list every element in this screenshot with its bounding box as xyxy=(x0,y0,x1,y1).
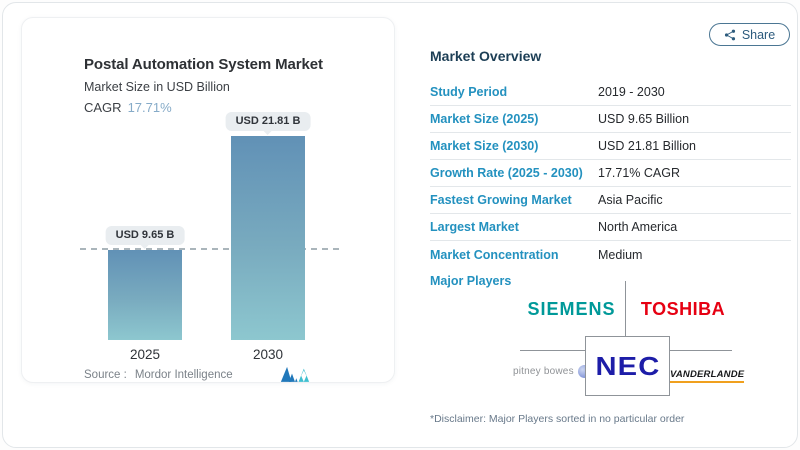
bar-value-pill: USD 21.81 B xyxy=(225,112,311,131)
x-tick-label: 2025 xyxy=(129,347,161,362)
table-row: Market Concentration Medium xyxy=(430,241,791,268)
chart-card: Postal Automation System Market Market S… xyxy=(21,17,395,383)
overview-table: Study Period 2019 - 2030 Market Size (20… xyxy=(430,79,791,268)
table-row: Market Size (2030) USD 21.81 Billion xyxy=(430,133,791,160)
table-row: Fastest Growing Market Asia Pacific xyxy=(430,187,791,214)
chart-title: Postal Automation System Market xyxy=(84,56,323,73)
row-label: Market Size (2030) xyxy=(430,139,539,153)
row-value: North America xyxy=(598,220,678,234)
table-row: Market Size (2025) USD 9.65 Billion xyxy=(430,106,791,133)
row-label: Market Concentration xyxy=(430,247,559,262)
logo-grid-vertical-divider xyxy=(625,281,626,337)
major-players-section: Major Players SIEMENS TOSHIBA pitney bow… xyxy=(430,274,791,406)
share-button-label: Share xyxy=(741,27,776,42)
share-button[interactable]: Share xyxy=(709,23,790,46)
major-players-label: Major Players xyxy=(430,274,512,288)
row-value: 2019 - 2030 xyxy=(598,85,665,99)
table-row: Growth Rate (2025 - 2030) 17.71% CAGR xyxy=(430,160,791,187)
row-value: Medium xyxy=(598,247,643,262)
cagr-value: 17.71% xyxy=(127,100,172,115)
source-attribution: Source : Mordor Intelligence xyxy=(84,369,233,381)
row-label: Largest Market xyxy=(430,220,519,234)
table-row: Largest Market North America xyxy=(430,214,791,241)
row-value: 17.71% CAGR xyxy=(598,166,680,180)
row-label: Market Size (2025) xyxy=(430,112,539,126)
table-row: Study Period 2019 - 2030 xyxy=(430,79,791,106)
pitney-bowes-logo: pitney bowes xyxy=(513,365,591,378)
bar-group: USD 9.65 B 2025 xyxy=(105,118,185,362)
chart-cagr: CAGR 17.71% xyxy=(84,100,172,115)
source-name: Mordor Intelligence xyxy=(134,369,233,381)
bar-group: USD 21.81 B 2030 xyxy=(225,112,311,362)
mordor-intelligence-logo-icon xyxy=(280,366,310,382)
nec-logo-box: NEC xyxy=(585,336,670,396)
row-value: Asia Pacific xyxy=(598,193,663,207)
toshiba-logo: TOSHIBA xyxy=(640,299,726,319)
overview-heading: Market Overview xyxy=(430,48,542,64)
siemens-logo: SIEMENS xyxy=(527,299,616,319)
row-label: Growth Rate (2025 - 2030) xyxy=(430,166,583,180)
chart-subtitle: Market Size in USD Billion xyxy=(84,80,230,94)
cagr-label: CAGR xyxy=(84,100,122,115)
row-label: Study Period xyxy=(430,85,508,99)
row-value: USD 21.81 Billion xyxy=(598,139,696,153)
x-tick-label: 2030 xyxy=(252,347,284,362)
bar xyxy=(108,250,182,340)
disclaimer-text: *Disclaimer: Major Players sorted in no … xyxy=(430,413,685,425)
reference-line xyxy=(80,248,342,250)
nec-logo: NEC xyxy=(595,350,660,381)
bar xyxy=(231,136,305,340)
vanderlande-logo: VANDERLANDE xyxy=(670,369,745,383)
bar-chart: USD 9.65 B 2025 USD 21.81 B 2030 xyxy=(80,112,342,362)
share-icon xyxy=(724,29,735,40)
row-label: Fastest Growing Market xyxy=(430,193,572,207)
pitney-bowes-wordmark: pitney bowes xyxy=(513,366,574,377)
bar-value-pill: USD 9.65 B xyxy=(105,226,185,245)
row-value: USD 9.65 Billion xyxy=(598,112,690,126)
source-label: Source : xyxy=(84,369,127,381)
